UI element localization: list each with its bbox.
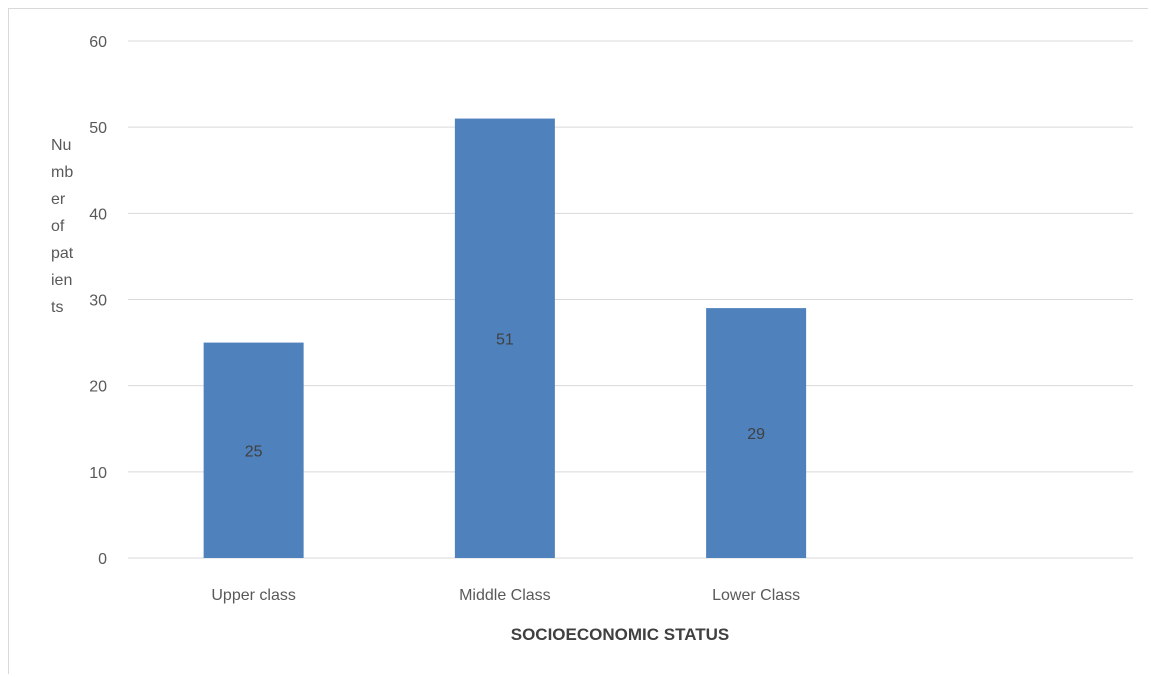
chart-frame xyxy=(8,8,1148,674)
y-axis-title-line-3: of xyxy=(51,218,65,235)
y-axis-title-line-6: ts xyxy=(51,299,63,316)
y-axis-title-line-0: Nu xyxy=(51,137,71,154)
y-axis-title: Nu mb er of pat ien ts xyxy=(51,137,74,316)
y-tick-label-40: 40 xyxy=(89,206,107,223)
gridlines xyxy=(128,40,1133,559)
data-labels: 25 51 29 xyxy=(245,331,765,460)
y-tick-label-20: 20 xyxy=(89,379,107,396)
y-tick-label-50: 50 xyxy=(89,120,107,137)
bar-lower-class xyxy=(706,308,807,558)
x-category-labels: Upper class Middle Class Lower Class xyxy=(211,587,800,604)
category-label-upper-class: Upper class xyxy=(211,587,295,604)
x-axis-title: SOCIOECONOMIC STATUS xyxy=(511,625,730,644)
data-label-upper-class: 25 xyxy=(245,443,263,460)
data-label-lower-class: 29 xyxy=(747,426,765,443)
data-label-middle-class: 51 xyxy=(496,331,514,348)
category-label-middle-class: Middle Class xyxy=(459,587,551,604)
y-tick-label-10: 10 xyxy=(89,465,107,482)
y-tick-label-0: 0 xyxy=(98,551,107,568)
category-label-lower-class: Lower Class xyxy=(712,587,800,604)
y-axis-title-line-1: mb xyxy=(51,164,73,181)
y-tick-labels: 0 10 20 30 40 50 60 xyxy=(89,34,107,568)
bar-middle-class xyxy=(454,118,555,559)
y-axis-title-line-5: ien xyxy=(51,272,72,289)
y-tick-label-30: 30 xyxy=(89,293,107,310)
y-axis-title-line-2: er xyxy=(51,191,66,208)
y-axis-title-line-4: pat xyxy=(51,245,74,262)
bar-upper-class xyxy=(203,342,304,558)
y-tick-label-60: 60 xyxy=(89,34,107,51)
bars xyxy=(203,118,807,559)
